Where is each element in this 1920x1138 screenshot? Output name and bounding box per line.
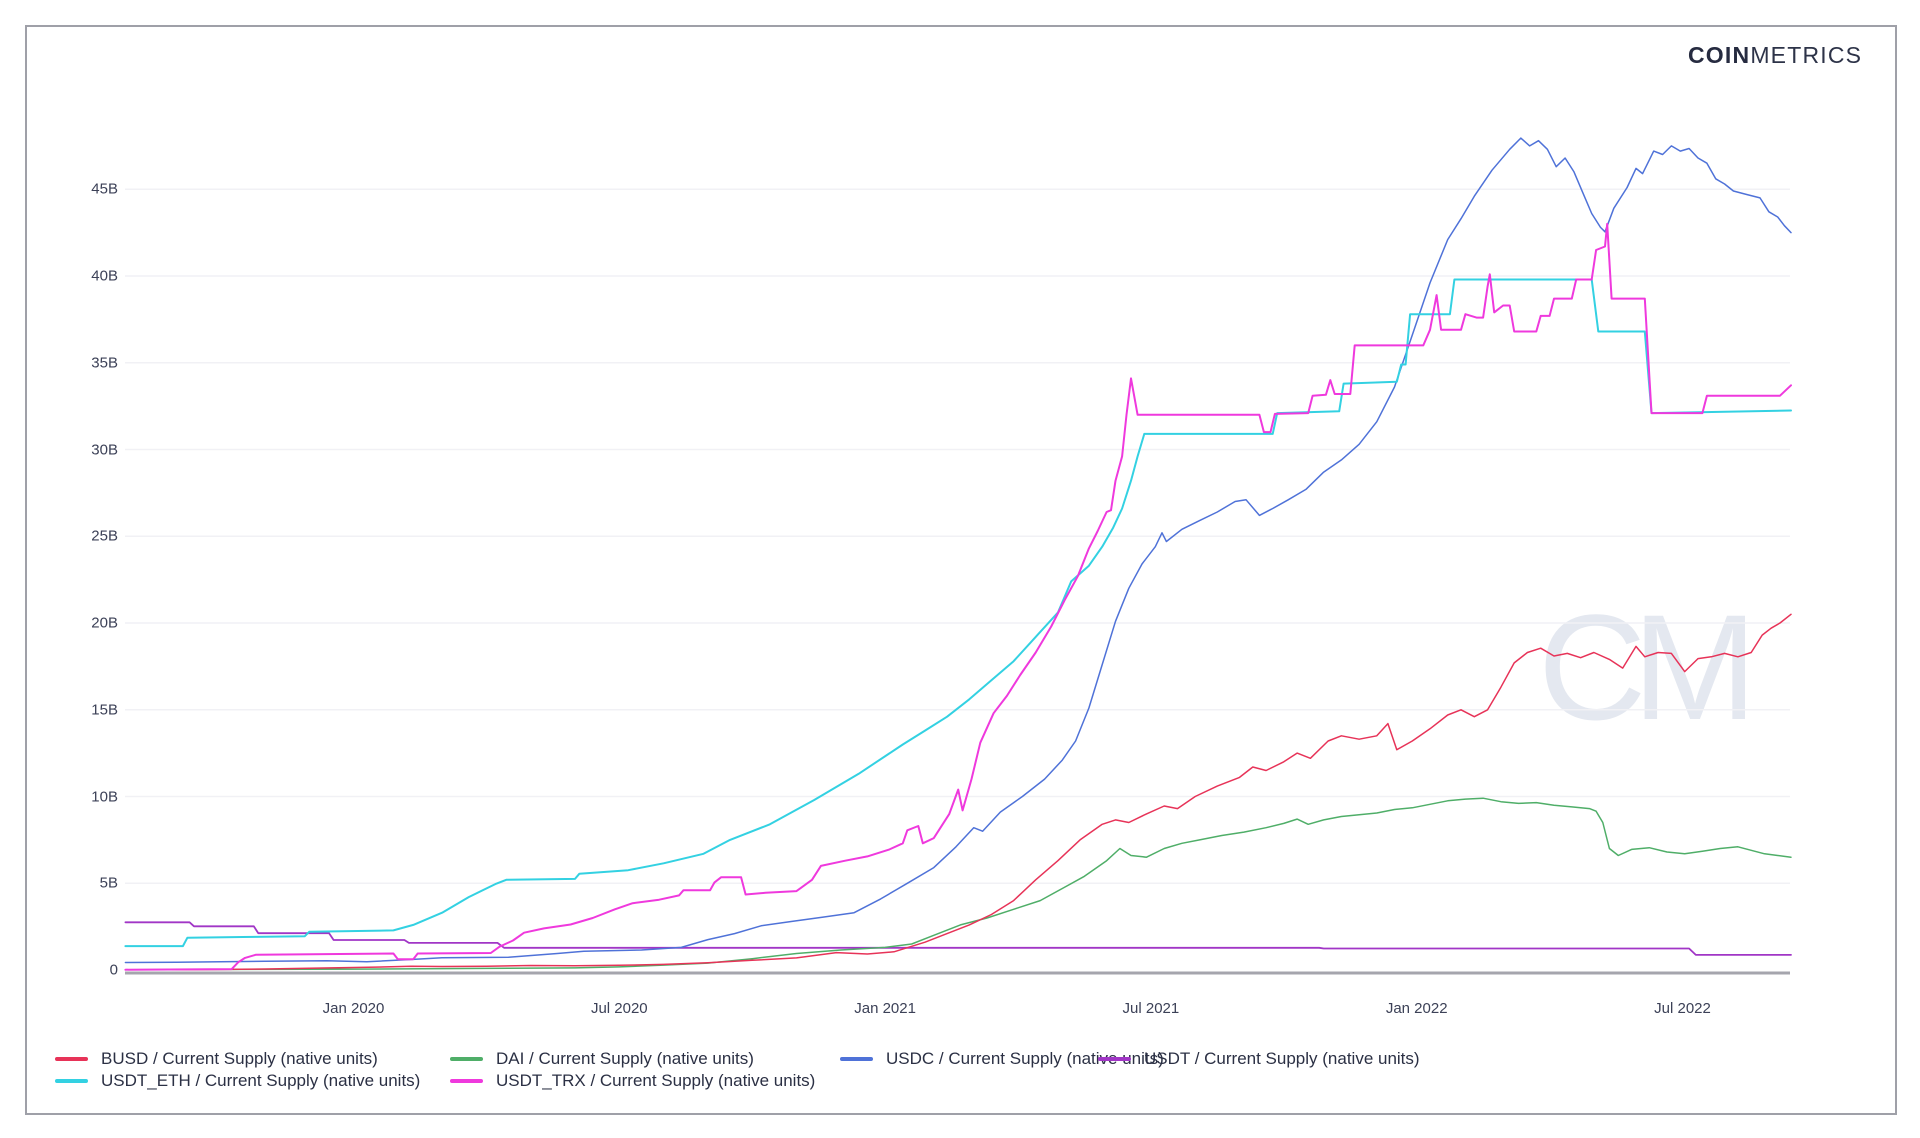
legend-label: USDT / Current Supply (native units) bbox=[1144, 1049, 1420, 1068]
legend-label: USDC / Current Supply (native units) bbox=[886, 1049, 1164, 1068]
logo-text-bold: COIN bbox=[1688, 42, 1751, 68]
y-tick-label: 5B bbox=[99, 874, 118, 892]
series-line-usdc bbox=[124, 137, 1792, 964]
y-tick-label: 45B bbox=[91, 180, 118, 198]
x-tick-label: Jul 2021 bbox=[1122, 1000, 1180, 1017]
x-tick-label: Jan 2021 bbox=[854, 1000, 916, 1017]
y-tick-label: 10B bbox=[91, 788, 118, 805]
x-tick-label: Jan 2022 bbox=[1385, 1000, 1448, 1017]
series-line-busd bbox=[140, 613, 1792, 971]
legend-label: USDT_ETH / Current Supply (native units) bbox=[101, 1071, 421, 1090]
legend-item-usdt[interactable]: USDT / Current Supply (native units) bbox=[1098, 1048, 1420, 1070]
legend-swatch-icon bbox=[840, 1057, 873, 1061]
series-line-usdt_trx bbox=[124, 222, 1792, 971]
y-tick-label: 20B bbox=[91, 614, 118, 632]
y-tick-label: 30B bbox=[91, 441, 118, 458]
legend-item-busd[interactable]: BUSD / Current Supply (native units) bbox=[55, 1048, 378, 1070]
logo-text-light: METRICS bbox=[1750, 42, 1863, 68]
legend-swatch-icon bbox=[450, 1079, 483, 1083]
legend-label: BUSD / Current Supply (native units) bbox=[101, 1049, 378, 1068]
series-line-usdt_eth bbox=[124, 278, 1792, 948]
legend-label: USDT_TRX / Current Supply (native units) bbox=[496, 1071, 816, 1090]
legend-item-dai[interactable]: DAI / Current Supply (native units) bbox=[450, 1048, 754, 1070]
legend-item-usdt_trx[interactable]: USDT_TRX / Current Supply (native units) bbox=[450, 1070, 815, 1092]
x-tick-label: Jul 2022 bbox=[1654, 1000, 1711, 1017]
legend-swatch-icon bbox=[1098, 1057, 1131, 1061]
series-line-dai bbox=[124, 797, 1792, 971]
legend-item-usdt_eth[interactable]: USDT_ETH / Current Supply (native units) bbox=[55, 1070, 420, 1092]
legend-swatch-icon bbox=[450, 1057, 483, 1061]
x-axis-line bbox=[125, 971, 1790, 975]
legend-swatch-icon bbox=[55, 1079, 88, 1083]
coinmetrics-watermark: CM bbox=[1538, 583, 1757, 751]
x-tick-label: Jan 2020 bbox=[322, 1000, 385, 1017]
legend-item-usdc[interactable]: USDC / Current Supply (native units) bbox=[840, 1048, 1164, 1070]
y-tick-label: 0 bbox=[109, 961, 118, 979]
page-border bbox=[25, 25, 1897, 1115]
legend-label: DAI / Current Supply (native units) bbox=[496, 1049, 754, 1068]
series-line-usdt bbox=[124, 921, 1792, 956]
y-tick-label: 15B bbox=[91, 701, 118, 719]
legend-swatch-icon bbox=[55, 1057, 88, 1061]
x-tick-label: Jul 2020 bbox=[590, 1000, 648, 1017]
coinmetrics-logo: COINMETRICS bbox=[1688, 42, 1862, 69]
y-tick-label: 35B bbox=[91, 354, 118, 372]
y-tick-label: 40B bbox=[91, 267, 118, 285]
y-tick-label: 25B bbox=[91, 527, 118, 545]
